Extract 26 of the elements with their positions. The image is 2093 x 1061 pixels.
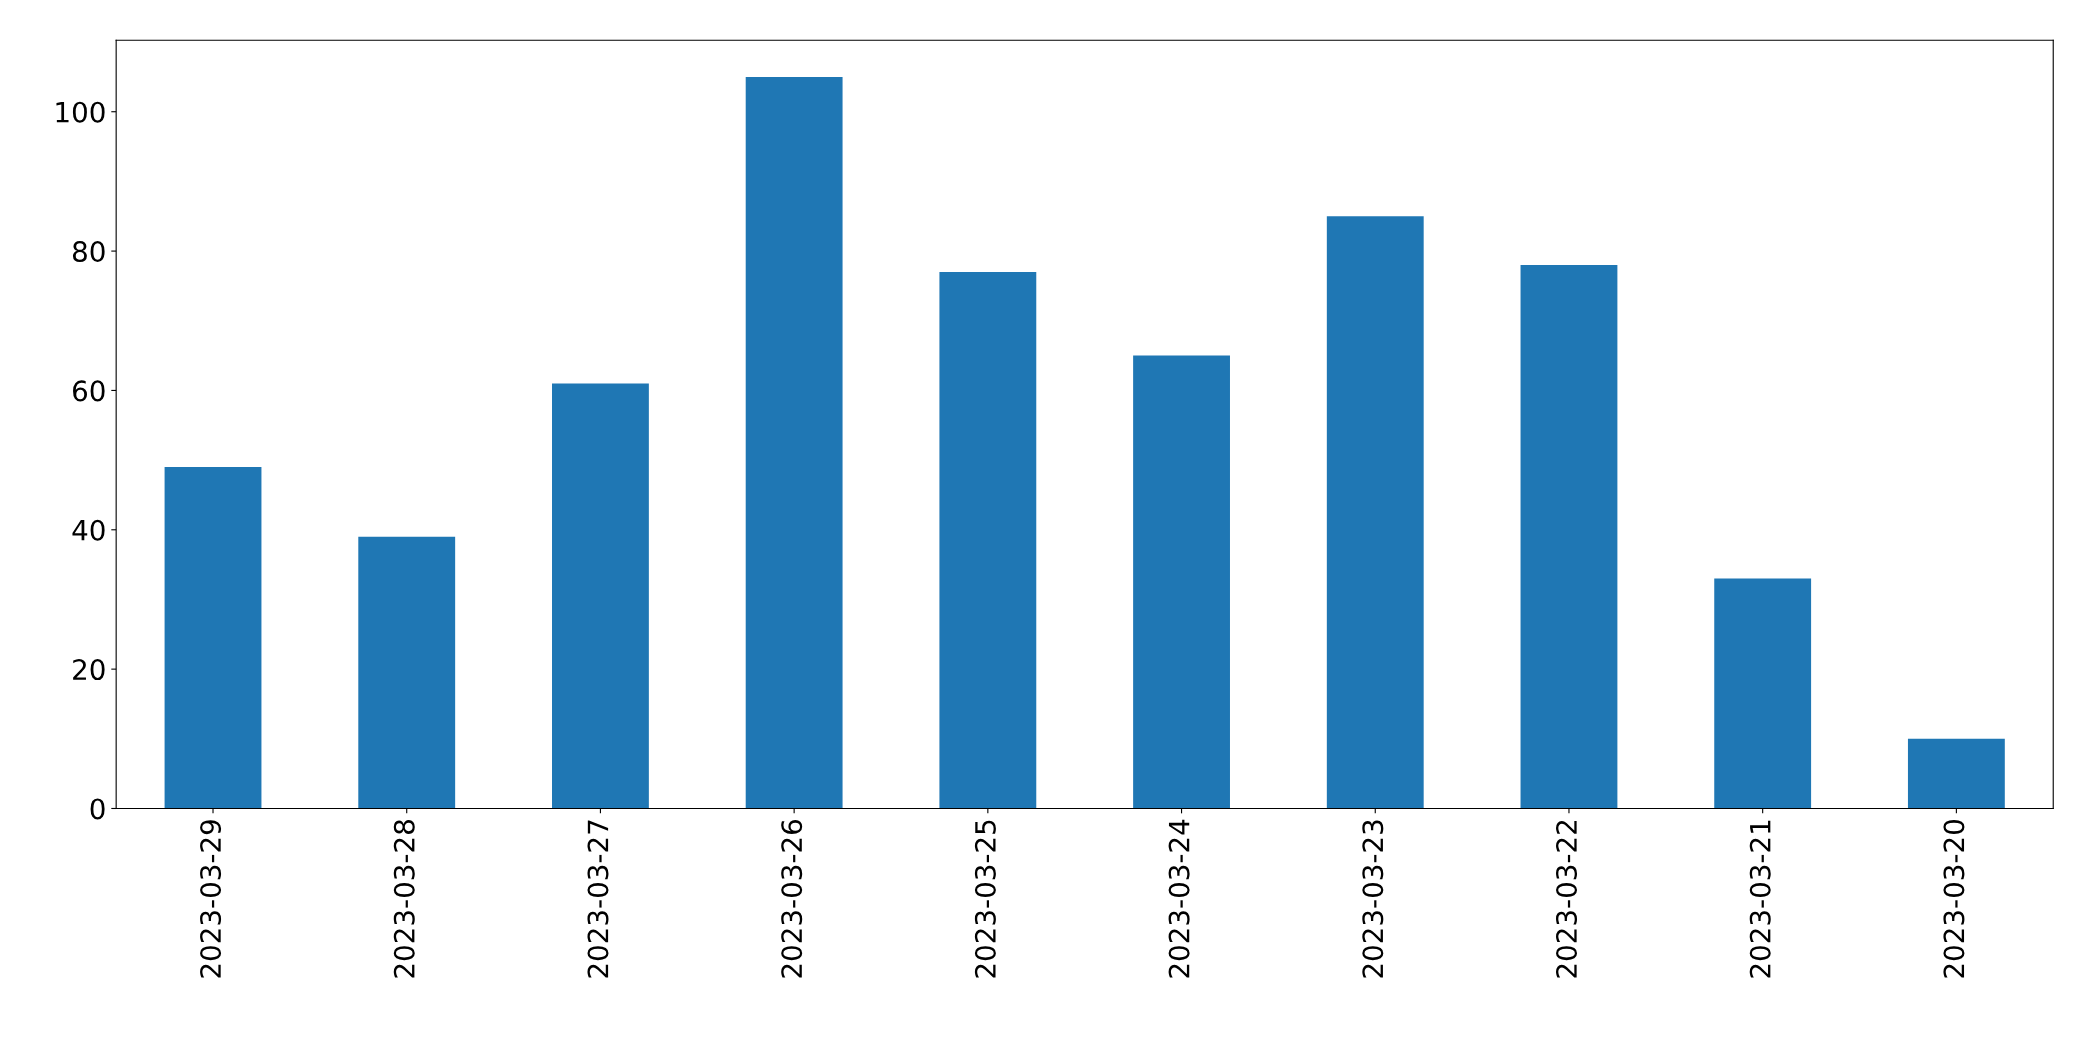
bar [1907, 738, 2005, 809]
y-tick-label: 20 [73, 659, 105, 681]
y-tick-label: 40 [72, 519, 105, 541]
bar [1520, 265, 1618, 809]
x-tick-label: 2023-03-24 [1168, 819, 1190, 978]
x-tick-label: 2023-03-29 [200, 820, 222, 978]
y-tick-label: 0 [90, 798, 105, 820]
x-tick-label: 2023-03-22 [1556, 820, 1578, 978]
y-tick-label: 60 [73, 380, 105, 402]
bar [1714, 578, 1812, 809]
bar [164, 467, 262, 809]
x-tick-label: 2023-03-21 [1749, 820, 1771, 978]
bar [1133, 355, 1230, 809]
x-tick-label: 2023-03-23 [1362, 820, 1384, 978]
x-tick-label: 2023-03-20 [1943, 820, 1965, 978]
x-tick-label: 2023-03-28 [393, 820, 415, 978]
bar [1326, 216, 1424, 809]
bar [745, 76, 843, 809]
y-tick-label: 100 [56, 101, 105, 123]
bar [358, 536, 456, 809]
x-tick-label: 2023-03-26 [781, 819, 803, 978]
bar [939, 271, 1037, 809]
x-tick-label: 2023-03-27 [587, 820, 609, 978]
x-tick-label: 2023-03-25 [974, 820, 996, 978]
bar [552, 383, 649, 809]
y-tick-label: 80 [72, 241, 105, 263]
